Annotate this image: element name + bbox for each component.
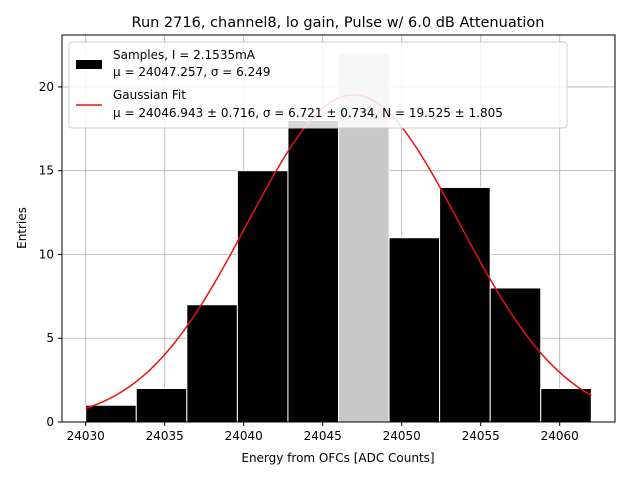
histogram-bar-0	[85, 404, 137, 423]
y-tick-label-0: 0	[46, 415, 54, 429]
legend-label-fit: Gaussian Fit	[113, 88, 186, 102]
y-axis-label: Entries	[15, 207, 29, 249]
x-tick-label-1: 24035	[146, 429, 184, 443]
axes	[61, 34, 616, 423]
y-tick-label-4: 20	[39, 80, 54, 94]
legend-box	[68, 41, 568, 129]
x-tick-label-5: 24055	[462, 429, 500, 443]
legend-label-samples: Samples, I = 2.1535mA	[113, 48, 256, 62]
y-tick-label-2: 10	[39, 247, 54, 261]
histogram-bar-2	[186, 304, 238, 423]
x-tick-label-4: 24050	[383, 429, 421, 443]
plot-frame	[61, 34, 616, 423]
x-tick-label-2: 24040	[225, 429, 263, 443]
legend-stats-fit: μ = 24046.943 ± 0.716, σ = 6.721 ± 0.734…	[113, 106, 503, 120]
histogram-bar-1	[135, 387, 188, 423]
legend: Samples, I = 2.1535mA μ = 24047.257, σ =…	[68, 41, 568, 129]
chart-title: Run 2716, channel8, lo gain, Pulse w/ 6.…	[132, 15, 545, 31]
histogram-bar-4	[287, 119, 340, 423]
legend-stats-samples: μ = 24047.257, σ = 6.249	[113, 65, 270, 79]
x-axis-label: Energy from OFCs [ADC Counts]	[241, 451, 434, 465]
histogram-bar-6	[388, 237, 441, 423]
x-tick-label-6: 24060	[541, 429, 579, 443]
histogram-bar-3	[236, 170, 289, 423]
x-tick-label-3: 24045	[304, 429, 342, 443]
y-tick-label-1: 5	[46, 331, 54, 345]
histogram-bar-7	[439, 186, 491, 423]
legend-swatch-samples	[76, 60, 102, 69]
histogram-bar-9	[540, 387, 592, 423]
x-tick-label-0: 24030	[67, 429, 105, 443]
y-tick-label-3: 15	[39, 164, 54, 178]
y-axis-ticks: 0 5 10 15 20	[39, 80, 62, 429]
histogram-bars	[85, 52, 592, 423]
x-axis-ticks: 24030 24035 24040 24045 24050 24055 24060	[67, 422, 579, 443]
histogram-bar-8	[489, 287, 542, 423]
